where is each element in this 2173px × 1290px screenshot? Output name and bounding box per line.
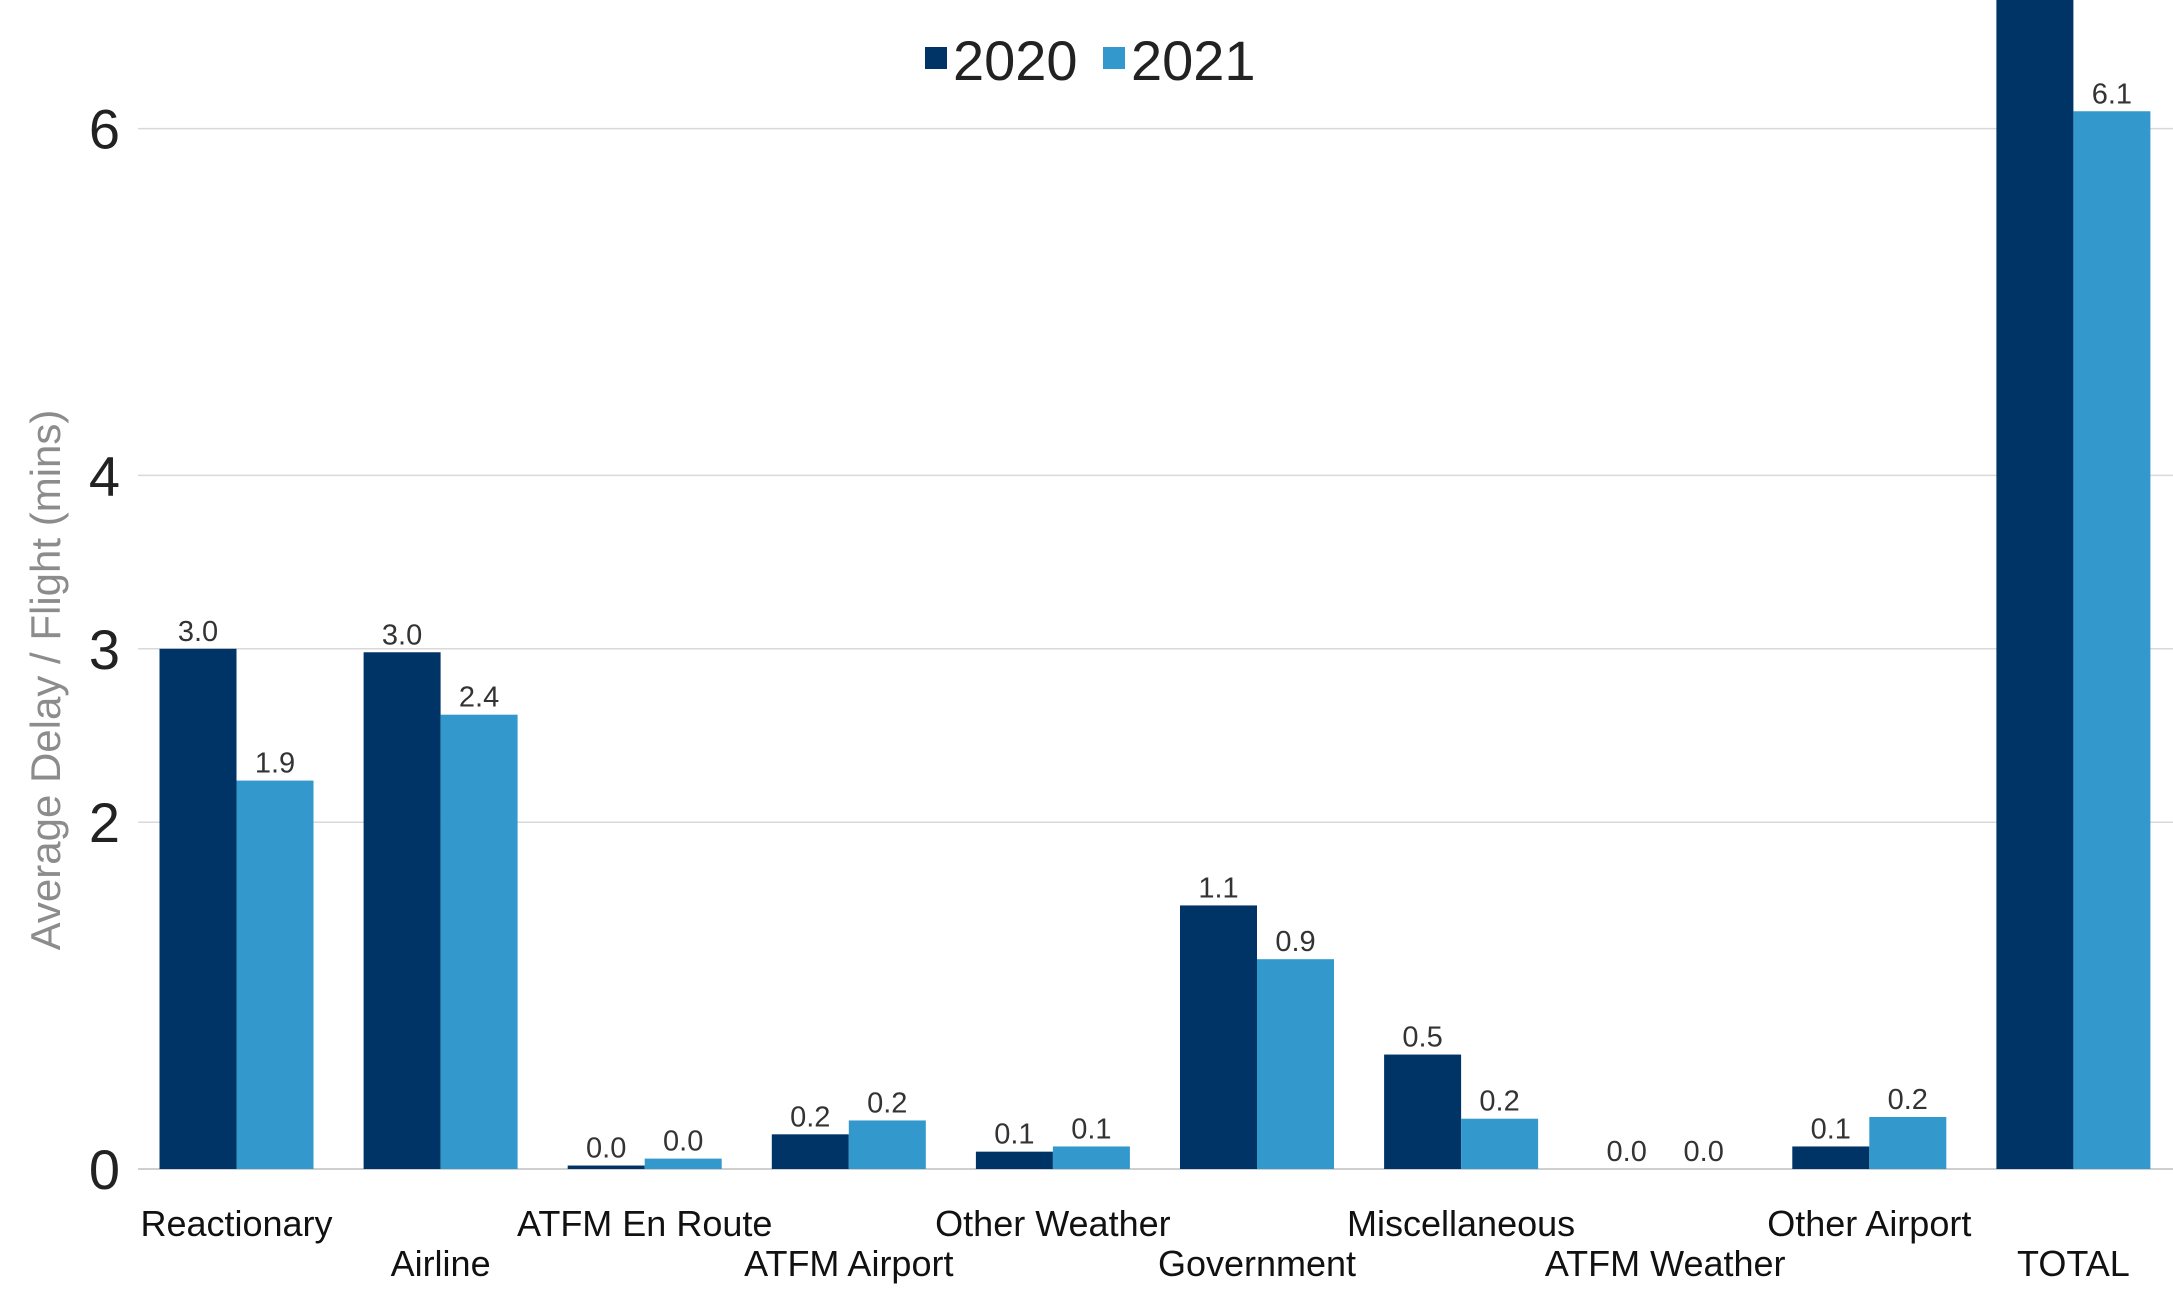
data-label-2020-3: 0.2: [790, 1101, 830, 1133]
data-label-2021-3: 0.2: [867, 1087, 907, 1119]
legend-label-2021: 2021: [1131, 29, 1256, 92]
bar-2020-3: [771, 1134, 849, 1169]
data-label-2021-7: 0.0: [1684, 1136, 1724, 1168]
bar-2021-3: [848, 1120, 926, 1169]
x-tick-label-1: Airline: [391, 1243, 491, 1284]
data-label-2020-7: 0.0: [1607, 1136, 1647, 1168]
data-label-2020-0: 3.0: [178, 616, 218, 648]
bar-2020-1: [363, 652, 441, 1169]
bar-2021-2: [644, 1158, 722, 1169]
data-label-2020-1: 3.0: [382, 619, 422, 651]
bar-2021-9: [2073, 111, 2151, 1169]
x-tick-label-9: TOTAL: [2017, 1243, 2130, 1284]
bar-2021-1: [440, 714, 518, 1169]
data-label-2021-5: 0.9: [1275, 926, 1315, 958]
y-tick-label-0: 0: [89, 1138, 120, 1201]
y-axis-ticks: 0234689: [89, 98, 120, 1201]
legend: 2020 2021: [925, 29, 1256, 92]
legend-label-2020: 2020: [953, 29, 1078, 92]
y-tick-label-1: 2: [89, 791, 120, 854]
data-label-2021-2: 0.0: [663, 1126, 703, 1158]
bar-2021-8: [1869, 1116, 1947, 1169]
bar-2021-5: [1257, 959, 1334, 1169]
data-label-2020-5: 1.1: [1198, 872, 1238, 904]
x-tick-label-8: Other Airport: [1767, 1203, 1971, 1244]
x-tick-label-2: ATFM En Route: [517, 1203, 772, 1244]
bar-2020-4: [975, 1151, 1053, 1169]
data-label-2020-2: 0.0: [586, 1133, 626, 1165]
legend-swatch-2021: [1103, 47, 1125, 69]
bar-2021-4: [1052, 1146, 1130, 1169]
data-label-2020-4: 0.1: [994, 1119, 1034, 1151]
data-label-2021-4: 0.1: [1071, 1113, 1111, 1145]
data-label-2020-6: 0.5: [1402, 1022, 1442, 1054]
x-tick-label-7: ATFM Weather: [1545, 1243, 1786, 1284]
bars: [159, 0, 2151, 1169]
x-tick-label-5: Government: [1158, 1243, 1356, 1284]
x-tick-label-6: Miscellaneous: [1347, 1203, 1575, 1244]
bar-2020-8: [1792, 1146, 1870, 1169]
bar-2020-6: [1384, 1054, 1462, 1169]
data-label-2021-9: 6.1: [2092, 78, 2132, 110]
bar-2020-2: [567, 1165, 645, 1169]
data-label-2021-8: 0.2: [1888, 1084, 1928, 1116]
x-tick-label-0: Reactionary: [140, 1203, 332, 1244]
bar-2020-5: [1180, 905, 1257, 1169]
x-tick-label-3: ATFM Airport: [744, 1243, 953, 1284]
bar-2021-6: [1461, 1118, 1539, 1169]
data-label-2021-1: 2.4: [459, 682, 499, 714]
bar-2020-9: [1996, 0, 2074, 1169]
bar-2021-0: [236, 780, 314, 1169]
y-tick-label-4: 6: [89, 98, 120, 161]
x-tick-label-4: Other Weather: [935, 1203, 1170, 1244]
data-label-2021-0: 1.9: [255, 748, 295, 780]
bar-2020-0: [159, 648, 237, 1169]
y-tick-label-3: 4: [89, 444, 120, 507]
data-label-2020-8: 0.1: [1811, 1113, 1851, 1145]
y-axis-label: Average Delay / Flight (mins): [22, 410, 69, 951]
y-tick-label-2: 3: [89, 618, 120, 681]
data-labels: 3.0 1.9 3.0 2.4 0.0 0.0 0.2 0.2 0.1 0.1 1.1 0.9 0.5 0…: [178, 78, 2132, 1168]
data-label-2021-6: 0.2: [1479, 1086, 1519, 1118]
legend-swatch-2020: [925, 47, 947, 69]
